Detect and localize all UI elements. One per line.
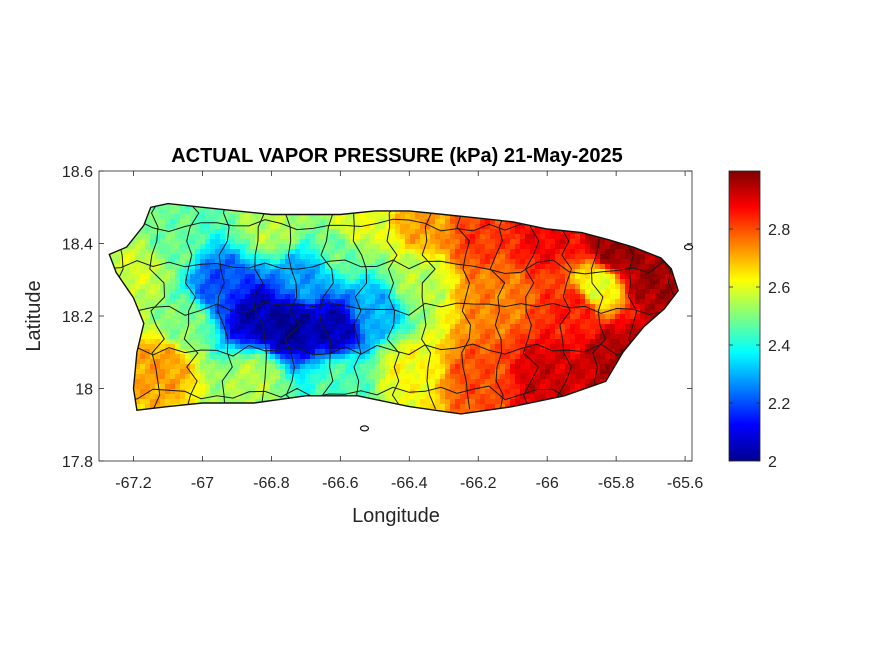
x-tick-label: -65.6 <box>667 475 704 492</box>
islet-1 <box>683 244 694 251</box>
x-tick-label: -66.2 <box>460 475 497 492</box>
colorbar-ticks: 2 2.2 2.4 2.6 2.8 <box>729 222 790 471</box>
x-tick-label: -67 <box>191 475 214 492</box>
x-tick-label: -66.4 <box>391 475 428 492</box>
y-tick-label: 18 <box>75 382 93 399</box>
colorbar-tick-label: 2.6 <box>768 280 790 297</box>
islet-0 <box>359 425 370 432</box>
chart-title: ACTUAL VAPOR PRESSURE (kPa) 21-May-2025 <box>171 145 623 167</box>
x-tick-label: -66 <box>536 475 559 492</box>
x-tick-label: -66.6 <box>322 475 359 492</box>
colorbar-tick-label: 2 <box>768 454 777 471</box>
y-tick-label: 18.2 <box>62 309 93 326</box>
x-axis-label: Longitude <box>352 505 440 527</box>
y-axis-label: Latitude <box>23 280 45 351</box>
island-outline <box>108 202 679 415</box>
islets <box>359 244 694 432</box>
x-tick-label: -65.8 <box>598 475 635 492</box>
y-tick-label: 17.8 <box>62 454 93 471</box>
x-axis: -67.2 -67 -66.8 -66.6 -66.4 -66.2 -66 -65.8 -65.… <box>115 171 703 492</box>
colorbar-tick-label: 2.8 <box>768 222 790 239</box>
vapor-pressure-field <box>109 203 679 414</box>
colorbar <box>728 170 761 462</box>
y-tick-label: 18.4 <box>62 237 93 254</box>
colorbar-tick-label: 2.4 <box>768 338 790 355</box>
colorbar-tick-label: 2.2 <box>768 396 790 413</box>
y-axis: 17.8 18 18.2 18.4 18.6 <box>62 164 692 471</box>
y-tick-label: 18.6 <box>62 164 93 181</box>
x-tick-label: -66.8 <box>253 475 290 492</box>
x-tick-label: -67.2 <box>115 475 152 492</box>
